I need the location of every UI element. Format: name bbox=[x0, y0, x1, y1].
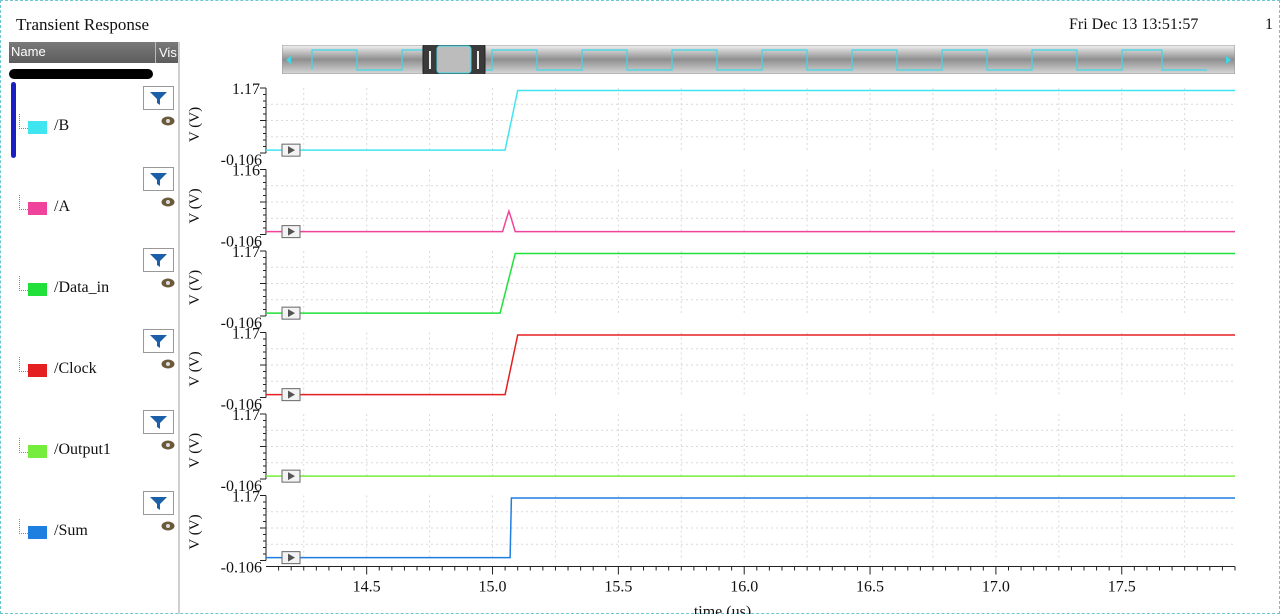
signal-name[interactable]: /Sum bbox=[54, 522, 88, 539]
group-bar[interactable] bbox=[9, 69, 153, 79]
x-tick-label: 17.5 bbox=[1108, 579, 1136, 596]
y-tick-label: -0.106 bbox=[221, 152, 262, 169]
signal-name[interactable]: /Clock bbox=[54, 360, 97, 377]
filter-funnel-icon[interactable] bbox=[143, 491, 174, 515]
filter-funnel-icon[interactable] bbox=[143, 86, 174, 110]
y-tick-label: 1.17 bbox=[232, 489, 260, 506]
signal-name[interactable]: /Output1 bbox=[54, 441, 111, 458]
navigator-right-arrow bbox=[1226, 56, 1231, 64]
page-number: 1 bbox=[1265, 16, 1273, 33]
x-tick-label: 16.0 bbox=[730, 579, 758, 596]
signal-list-panel: Name Vis /B /A /Data_in /Clock /Output1 bbox=[9, 42, 180, 614]
x-axis-label: time (us) bbox=[694, 604, 751, 614]
navigator-left-arrow bbox=[286, 56, 291, 64]
y-tick-label: -0.106 bbox=[221, 560, 262, 577]
play-triangle-icon bbox=[288, 146, 295, 155]
time-navigator[interactable] bbox=[282, 45, 1235, 74]
signal-name[interactable]: /A bbox=[54, 198, 70, 215]
y-axis-label: V (V) bbox=[187, 514, 203, 549]
signal-name[interactable]: /B bbox=[54, 117, 70, 134]
tree-connector bbox=[19, 357, 28, 372]
signal-row-clock[interactable]: /Clock bbox=[9, 327, 178, 408]
tree-connector bbox=[19, 276, 28, 291]
y-tick-label: -0.106 bbox=[221, 315, 262, 332]
x-tick-label: 17.0 bbox=[982, 579, 1010, 596]
column-header-vis[interactable]: Vis bbox=[155, 42, 177, 63]
y-tick-label: 1.17 bbox=[232, 326, 260, 343]
waveform-data_in bbox=[266, 252, 1235, 314]
datetime-stamp: Fri Dec 13 13:51:57 bbox=[1069, 16, 1199, 33]
eye-icon[interactable] bbox=[161, 521, 175, 531]
filter-funnel-icon[interactable] bbox=[143, 248, 174, 272]
eye-icon[interactable] bbox=[161, 359, 175, 369]
signal-color-swatch bbox=[28, 121, 47, 134]
y-tick-label: 1.17 bbox=[232, 81, 260, 98]
signal-color-swatch bbox=[28, 526, 47, 539]
y-tick-label: 1.17 bbox=[232, 407, 260, 424]
signal-color-swatch bbox=[28, 202, 47, 215]
y-tick-label: -0.106 bbox=[221, 234, 262, 251]
waveform-clock bbox=[266, 334, 1235, 396]
eye-icon[interactable] bbox=[161, 278, 175, 288]
y-axis-label: V (V) bbox=[187, 270, 203, 305]
column-header-name[interactable]: Name bbox=[11, 44, 46, 59]
tree-connector bbox=[19, 519, 28, 534]
y-axis-label: V (V) bbox=[187, 107, 203, 142]
y-axis-label: V (V) bbox=[187, 433, 203, 468]
window-title: Transient Response bbox=[16, 15, 150, 34]
play-triangle-icon bbox=[288, 227, 295, 236]
signal-list-header: Name Vis bbox=[9, 42, 178, 63]
signal-row-sum[interactable]: /Sum bbox=[9, 489, 178, 570]
x-tick-label: 15.0 bbox=[479, 579, 507, 596]
y-axis-label: V (V) bbox=[187, 188, 203, 223]
eye-icon[interactable] bbox=[161, 440, 175, 450]
y-axis-label: V (V) bbox=[187, 351, 203, 386]
signal-row-a[interactable]: /A bbox=[9, 165, 178, 246]
y-tick-label: -0.106 bbox=[221, 478, 262, 495]
play-triangle-icon bbox=[288, 390, 295, 399]
filter-funnel-icon[interactable] bbox=[143, 167, 174, 191]
eye-icon[interactable] bbox=[161, 197, 175, 207]
filter-funnel-icon[interactable] bbox=[143, 410, 174, 434]
signal-row-b[interactable]: /B bbox=[9, 84, 178, 165]
signal-row-output1[interactable]: /Output1 bbox=[9, 408, 178, 489]
tree-connector bbox=[19, 195, 28, 210]
x-tick-label: 14.5 bbox=[353, 579, 381, 596]
x-tick-label: 15.5 bbox=[604, 579, 632, 596]
signal-color-swatch bbox=[28, 364, 47, 377]
tree-connector bbox=[19, 114, 28, 129]
tree-connector bbox=[19, 438, 28, 453]
waveform-a bbox=[266, 208, 1235, 233]
play-triangle-icon bbox=[288, 553, 295, 562]
signal-name[interactable]: /Data_in bbox=[54, 279, 110, 296]
eye-icon[interactable] bbox=[161, 116, 175, 126]
filter-funnel-icon[interactable] bbox=[143, 329, 174, 353]
panel-scrollbar-thumb[interactable] bbox=[11, 82, 16, 158]
signal-color-swatch bbox=[28, 283, 47, 296]
signal-color-swatch bbox=[28, 445, 47, 458]
signal-row-data-in[interactable]: /Data_in bbox=[9, 246, 178, 327]
y-tick-label: 1.16 bbox=[232, 163, 260, 180]
play-triangle-icon bbox=[288, 472, 295, 481]
x-tick-label: 16.5 bbox=[856, 579, 884, 596]
y-tick-label: -0.106 bbox=[221, 397, 262, 414]
y-tick-label: 1.17 bbox=[232, 244, 260, 261]
waveform-sum bbox=[266, 497, 1235, 559]
play-triangle-icon bbox=[288, 309, 295, 318]
waveform-b bbox=[266, 89, 1235, 151]
